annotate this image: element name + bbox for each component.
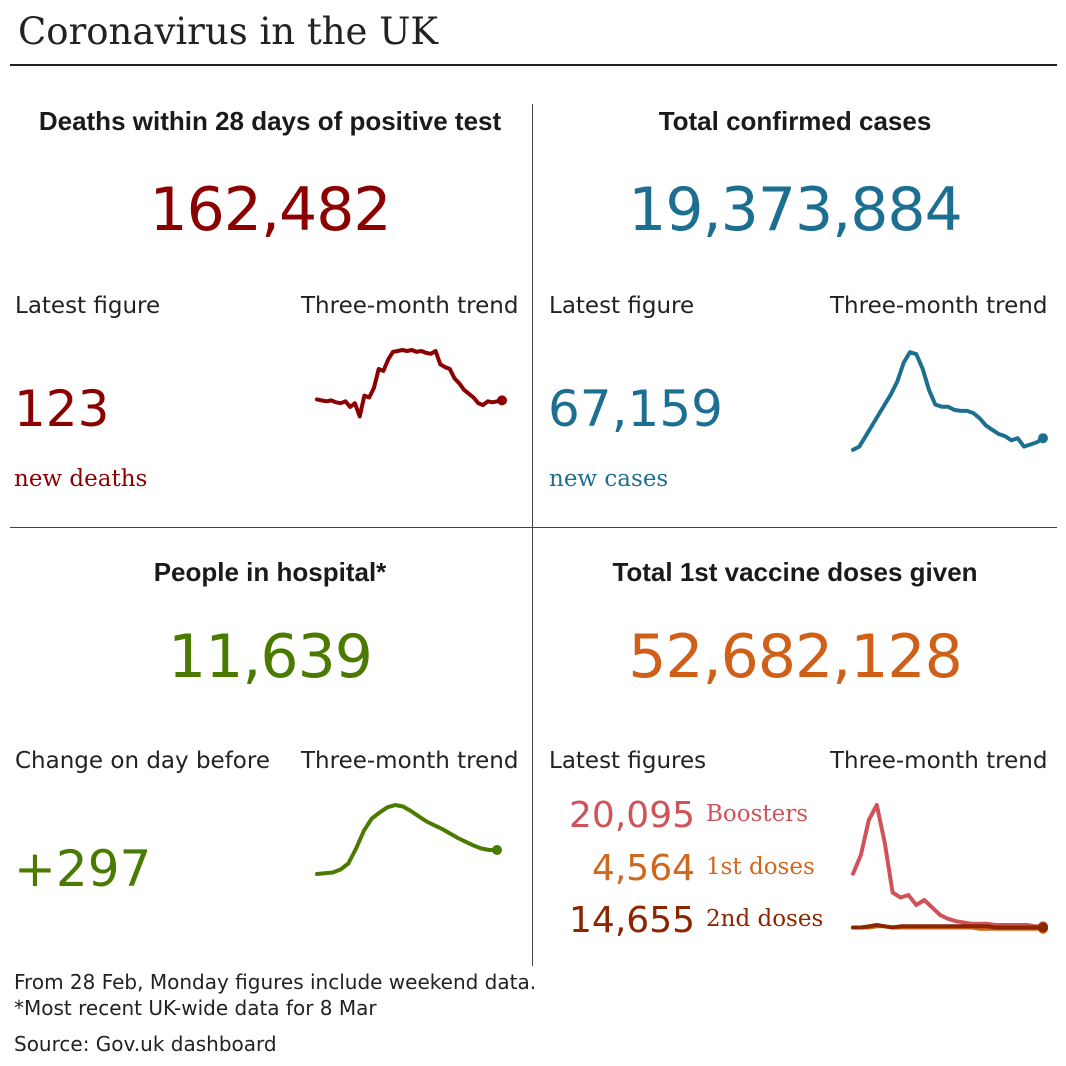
footer-note-hospital: *Most recent UK-wide data for 8 Mar bbox=[14, 996, 377, 1020]
first-doses-value: 4,564 bbox=[591, 848, 695, 889]
trend-line-new-cases bbox=[851, 350, 1045, 452]
second-doses-value: 14,655 bbox=[569, 900, 695, 941]
vaccine-latest-label: Latest figures bbox=[549, 748, 707, 774]
trend-line-new-deaths bbox=[315, 348, 504, 419]
trend-end-marker bbox=[497, 395, 507, 406]
hospital-total: 11,639 bbox=[168, 622, 373, 692]
vaccine-trend-label: Three-month trend bbox=[830, 748, 1048, 774]
vaccine-title: Total 1st vaccine doses given bbox=[612, 557, 978, 587]
footer-source: Source: Gov.uk dashboard bbox=[14, 1032, 277, 1056]
cases-latest-label: Latest figure bbox=[549, 293, 695, 319]
trend-end-marker bbox=[492, 845, 502, 855]
horizontal-divider bbox=[10, 527, 1057, 528]
hospital-latest-label: Change on day before bbox=[15, 748, 270, 774]
cases-latest-value: 67,159 bbox=[548, 380, 723, 438]
hospital-trend-label: Three-month trend bbox=[301, 748, 519, 774]
deaths-latest-value: 123 bbox=[14, 380, 110, 438]
trend-line-boosters bbox=[851, 803, 1045, 929]
cases-title: Total confirmed cases bbox=[658, 106, 932, 136]
hospital-latest-value: +297 bbox=[14, 840, 152, 898]
first-doses-label: 1st doses bbox=[706, 854, 815, 880]
cases-trend-label: Three-month trend bbox=[830, 293, 1048, 319]
page-title: Coronavirus in the UK bbox=[18, 10, 439, 53]
deaths-latest-unit: new deaths bbox=[14, 466, 148, 492]
boosters-label: Boosters bbox=[706, 801, 809, 827]
deaths-total: 162,482 bbox=[149, 175, 391, 245]
trend-line-people-in-hospital bbox=[315, 803, 499, 876]
trend-line-2nd-doses bbox=[851, 923, 1045, 930]
hospital-title: People in hospital* bbox=[153, 557, 387, 587]
cases-trend-chart bbox=[851, 350, 1048, 452]
vaccine-trend-chart bbox=[851, 803, 1048, 934]
deaths-title: Deaths within 28 days of positive test bbox=[38, 106, 502, 136]
title-rule bbox=[10, 64, 1057, 66]
trend-end-marker bbox=[1038, 922, 1048, 933]
hospital-trend-chart bbox=[315, 803, 502, 876]
deaths-trend-label: Three-month trend bbox=[301, 293, 519, 319]
deaths-latest-label: Latest figure bbox=[15, 293, 161, 319]
boosters-value: 20,095 bbox=[569, 795, 695, 836]
footer-note-weekend: From 28 Feb, Monday figures include week… bbox=[14, 970, 537, 994]
deaths-trend-chart bbox=[315, 348, 507, 419]
cases-total: 19,373,884 bbox=[628, 175, 963, 245]
vertical-divider bbox=[532, 104, 533, 966]
second-doses-label: 2nd doses bbox=[706, 906, 824, 932]
trend-end-marker bbox=[1038, 433, 1048, 444]
vaccine-total: 52,682,128 bbox=[628, 622, 963, 692]
cases-latest-unit: new cases bbox=[549, 466, 669, 492]
